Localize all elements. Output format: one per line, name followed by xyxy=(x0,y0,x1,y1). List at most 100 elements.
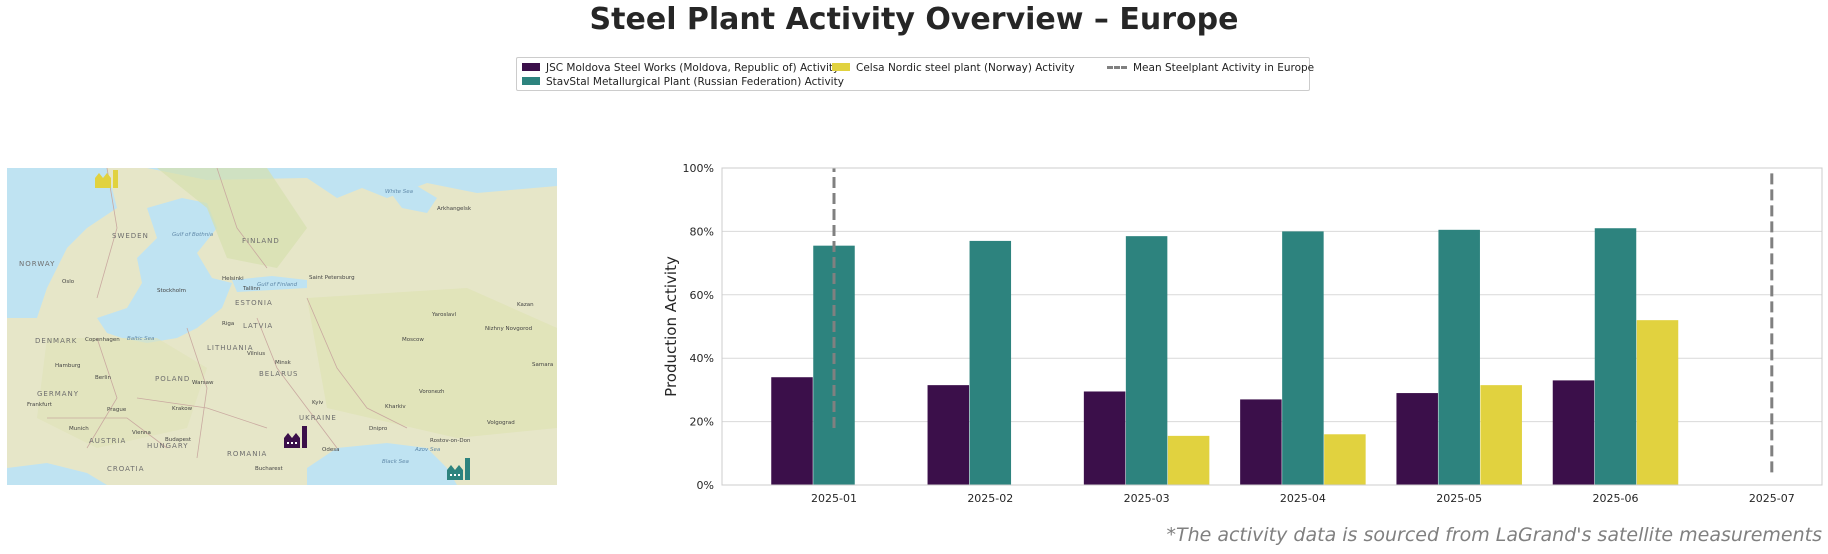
legend-item-stavstal: StavStal Metallurgical Plant (Russian Fe… xyxy=(522,75,844,89)
map-city-hamburg: Hamburg xyxy=(55,363,81,369)
x-tick-label: 2025-01 xyxy=(811,492,857,505)
map-city-rostov: Rostov-on-Don xyxy=(430,438,471,444)
map-city-yaroslavl: Yaroslavl xyxy=(431,312,456,318)
map-city-voronezh: Voronezh xyxy=(419,389,445,395)
map-label-romania: ROMANIA xyxy=(227,450,267,458)
map-city-samara: Samara xyxy=(532,362,553,368)
map-city-moscow: Moscow xyxy=(402,337,424,343)
bar-series-2-2025-05 xyxy=(1480,385,1522,485)
bar-series-2-2025-03 xyxy=(1167,435,1210,485)
map-sea-adriatic xyxy=(7,463,107,485)
map-label-austria: AUSTRIA xyxy=(89,437,126,445)
x-tick-label: 2025-03 xyxy=(1124,492,1170,505)
map-svg: SWEDEN FINLAND NORWAY ESTONIA LATVIA LIT… xyxy=(7,168,557,485)
map-sea-gulf-finland xyxy=(232,276,307,292)
y-tick-labels: 0% 20% 40% 60% 80% 100% xyxy=(683,162,714,492)
bar-series-0-2025-04 xyxy=(1240,399,1282,485)
bar-series-0-2025-01 xyxy=(771,377,813,485)
map-sea-baltic xyxy=(97,198,232,343)
map-sea-label-bothnia: Gulf of Bothnia xyxy=(172,232,214,238)
map-city-oslo: Oslo xyxy=(62,279,75,285)
map-city-kharkiv: Kharkiv xyxy=(385,404,406,410)
y-tick-label: 100% xyxy=(683,162,714,175)
map-city-bucharest: Bucharest xyxy=(255,466,284,472)
x-tick-labels: 2025-01 2025-02 2025-03 2025-04 2025-05 2025-… xyxy=(811,492,1795,505)
y-tick-label: 80% xyxy=(690,225,714,238)
bars xyxy=(771,228,1679,486)
legend-swatch-mean xyxy=(1107,65,1127,69)
legend-item-celsa: Celsa Nordic steel plant (Norway) Activi… xyxy=(832,61,1075,75)
y-axis-label: Production Activity xyxy=(662,256,680,397)
y-tick-label: 40% xyxy=(690,352,714,365)
bar-series-0-2025-03 xyxy=(1083,391,1126,485)
x-tick-label: 2025-07 xyxy=(1749,492,1795,505)
legend-swatch-celsa xyxy=(832,63,850,71)
map-label-ukraine: UKRAINE xyxy=(299,414,337,422)
map-city-vilnius: Vilnius xyxy=(247,351,265,357)
map-city-frankfurt: Frankfurt xyxy=(27,402,53,408)
map-city-stockholm: Stockholm xyxy=(157,288,186,294)
map-sea-label-azov: Azov Sea xyxy=(414,447,441,453)
map-city-minsk: Minsk xyxy=(275,360,292,366)
map-city-warsaw: Warsaw xyxy=(192,380,214,386)
map-city-odesa: Odesa xyxy=(322,447,339,453)
map-label-poland: POLAND xyxy=(155,375,190,383)
map-sea-label-baltic: Baltic Sea xyxy=(127,336,155,342)
footnote: *The activity data is sourced from LaGra… xyxy=(1166,524,1822,546)
legend-item-mean: Mean Steelplant Activity in Europe xyxy=(1107,61,1314,75)
y-tick-label: 60% xyxy=(690,289,714,302)
x-tick-label: 2025-06 xyxy=(1593,492,1639,505)
legend-label-stavstal: StavStal Metallurgical Plant (Russian Fe… xyxy=(546,76,844,88)
chart-title: Steel Plant Activity Overview – Europe xyxy=(589,2,1239,37)
map-label-finland: FINLAND xyxy=(242,237,280,245)
map-city-tallinn: Tallinn xyxy=(242,286,261,292)
mean-lines xyxy=(832,168,1774,473)
map-label-denmark: DENMARK xyxy=(35,337,77,345)
map-label-norway: NORWAY xyxy=(19,260,55,268)
map-lowlands xyxy=(37,338,207,448)
bar-series-1-2025-03 xyxy=(1125,236,1168,485)
bar-series-1-2025-06 xyxy=(1594,228,1637,486)
map-steppe xyxy=(307,288,557,438)
plant-icon-moldova[interactable] xyxy=(284,426,307,448)
bar-series-1-2025-05 xyxy=(1438,229,1480,485)
plant-icon-celsa[interactable] xyxy=(95,170,118,188)
bar-series-0-2025-05 xyxy=(1396,393,1438,485)
y-tick-label: 0% xyxy=(697,479,714,492)
europe-map[interactable]: SWEDEN FINLAND NORWAY ESTONIA LATVIA LIT… xyxy=(7,168,557,485)
map-city-copenhagen: Copenhagen xyxy=(85,337,120,343)
map-label-estonia: ESTONIA xyxy=(235,299,273,307)
map-label-croatia: CROATIA xyxy=(107,465,145,473)
map-sea-north xyxy=(7,168,557,318)
map-sea-label-black: Black Sea xyxy=(382,459,410,465)
map-city-vienna: Vienna xyxy=(132,430,151,436)
map-city-dnipro: Dnipro xyxy=(369,426,388,432)
legend-swatch-moldova xyxy=(522,63,540,71)
bar-series-1-2025-01 xyxy=(813,245,855,485)
legend-item-moldova: JSC Moldova Steel Works (Moldova, Republ… xyxy=(522,61,839,75)
map-label-latvia: LATVIA xyxy=(243,322,273,330)
legend-label-mean: Mean Steelplant Activity in Europe xyxy=(1133,62,1315,74)
plot-frame xyxy=(721,167,1823,486)
bar-series-1-2025-02 xyxy=(969,240,1012,485)
map-forest-scandinavia xyxy=(157,168,307,268)
legend-label-celsa: Celsa Nordic steel plant (Norway) Activi… xyxy=(856,62,1075,74)
map-city-prague: Prague xyxy=(107,407,127,413)
map-label-germany: GERMANY xyxy=(37,390,79,398)
plant-icon-stavstal[interactable] xyxy=(447,458,470,480)
legend-swatch-stavstal xyxy=(522,77,540,85)
map-city-volgograd: Volgograd xyxy=(487,420,515,426)
map-city-munich: Munich xyxy=(69,426,89,432)
map-city-riga: Riga xyxy=(222,321,234,327)
map-sea-label-finland: Gulf of Finland xyxy=(257,282,298,288)
legend: JSC Moldova Steel Works (Moldova, Republ… xyxy=(516,57,1314,91)
bar-series-0-2025-06 xyxy=(1552,380,1595,485)
map-city-kazan: Kazan xyxy=(517,302,534,308)
map-city-krakow: Krakow xyxy=(172,406,193,412)
bar-series-1-2025-04 xyxy=(1282,231,1324,485)
map-sea-label-white: White Sea xyxy=(385,189,414,195)
map-city-spb: Saint Petersburg xyxy=(309,275,355,281)
map-label-lithuania: LITHUANIA xyxy=(207,344,254,352)
map-borders xyxy=(47,168,408,459)
